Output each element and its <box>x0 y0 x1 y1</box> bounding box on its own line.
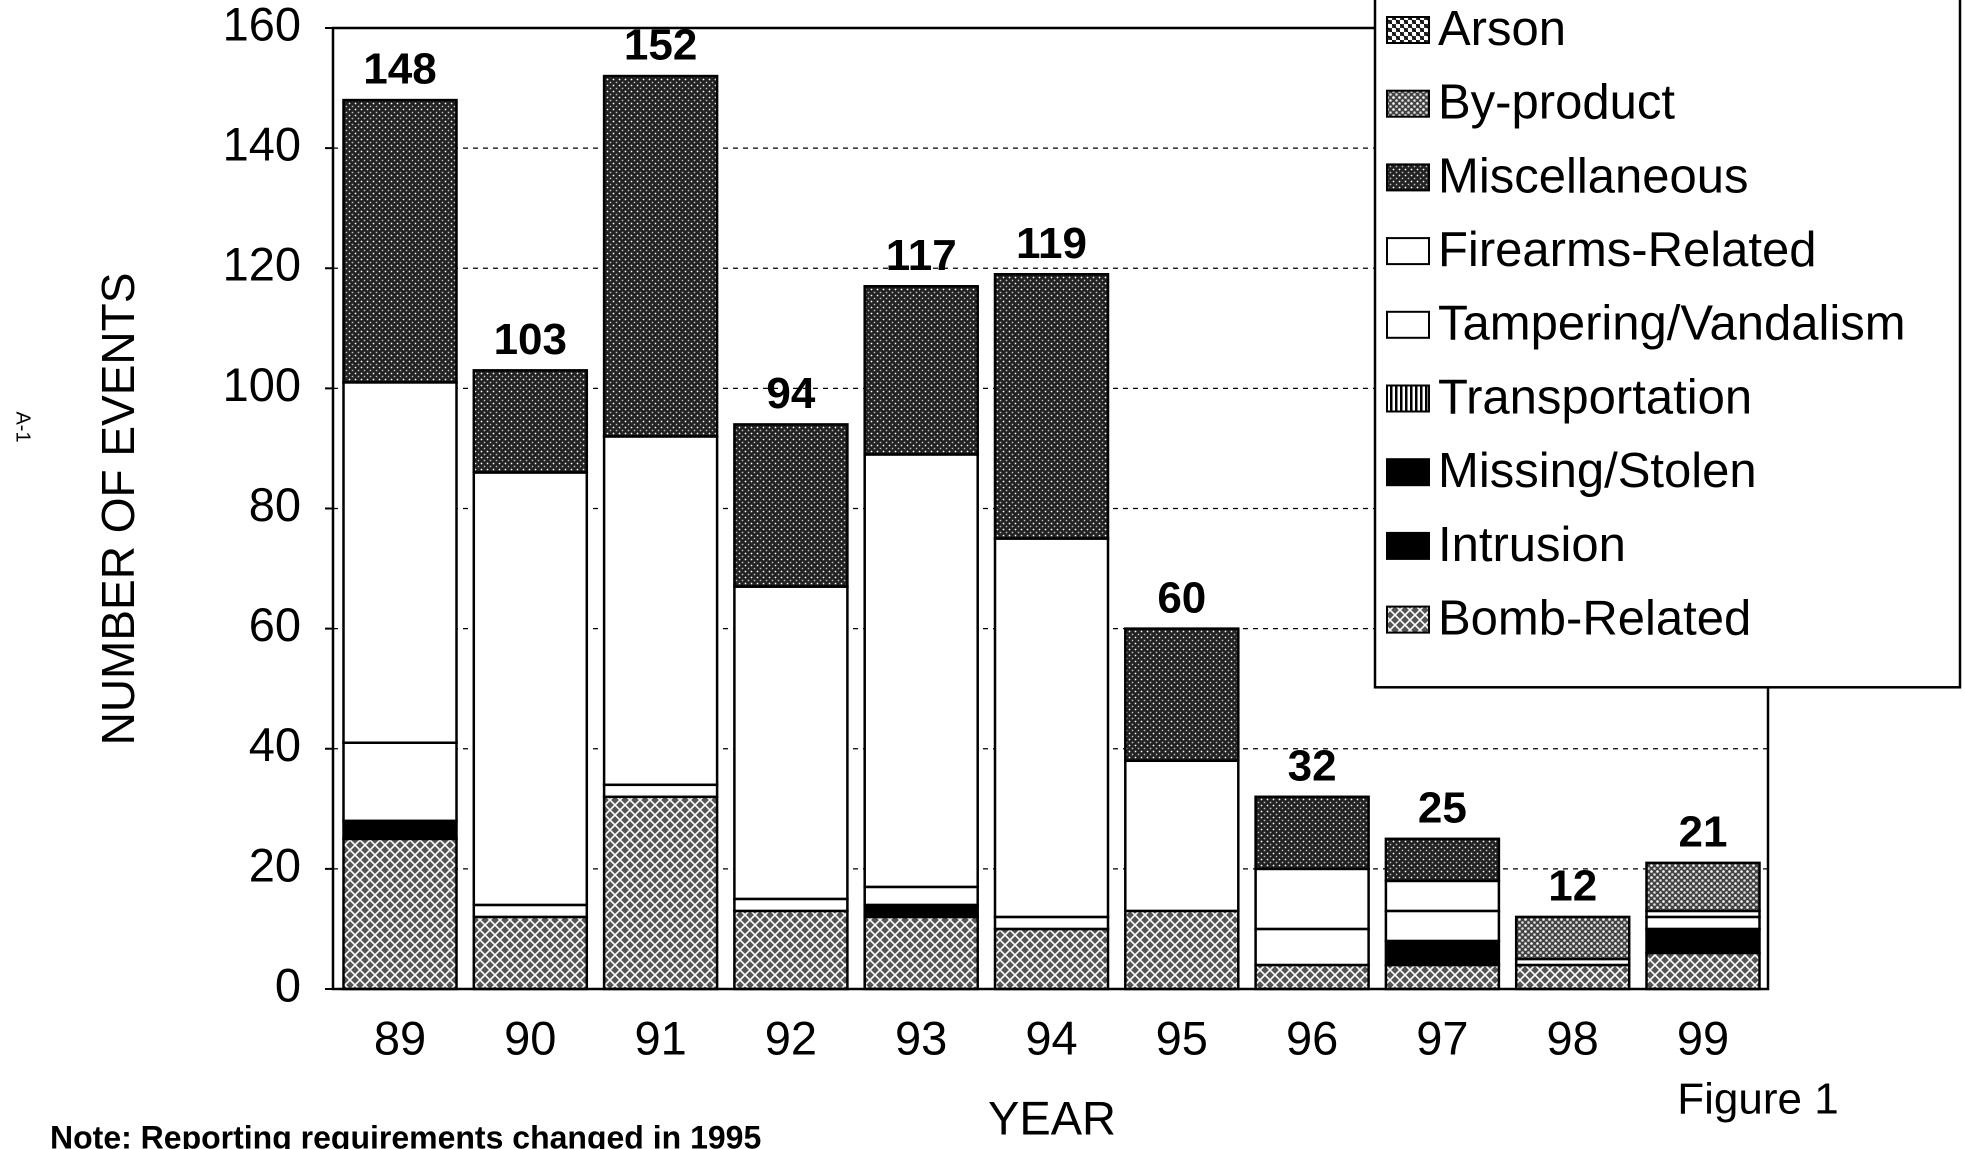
bar-segment <box>342 819 458 841</box>
total-label: 103 <box>494 315 567 364</box>
y-tick-label: 80 <box>249 478 301 531</box>
x-tick-label: 89 <box>374 1011 426 1064</box>
legend-label: By-product <box>1438 76 1675 130</box>
bar-segment <box>1384 879 1501 913</box>
bar-segment <box>993 927 1110 991</box>
bar-segment <box>602 435 719 787</box>
legend-swatch <box>1386 16 1430 44</box>
legend-swatch <box>1386 163 1430 192</box>
y-tick-label: 160 <box>223 0 301 50</box>
legend-swatch <box>1386 310 1430 339</box>
bar-segment <box>1254 795 1370 871</box>
x-tick-label: 90 <box>504 1011 556 1064</box>
bar-segment <box>1514 963 1631 991</box>
legend-label: Arson <box>1438 2 1566 56</box>
bar-segment <box>1384 963 1501 991</box>
bar-segment <box>1124 627 1240 763</box>
y-tick-label: 40 <box>249 718 301 771</box>
x-axis-label: YEAR <box>988 1091 1116 1144</box>
bar-segment <box>342 381 458 744</box>
bar-segment <box>863 285 979 456</box>
bar-segment <box>342 741 458 823</box>
total-label: 12 <box>1548 862 1597 911</box>
legend-label: Intrusion <box>1438 518 1626 572</box>
bar-segment <box>863 885 979 907</box>
bar-segment <box>733 897 849 913</box>
bar-segment <box>993 273 1110 540</box>
bar-segment <box>1254 867 1370 931</box>
bar-segment <box>1124 759 1240 913</box>
bar-segment <box>1254 927 1370 967</box>
bar-segment <box>602 74 719 438</box>
bar-segment <box>472 915 589 991</box>
legend-label: Firearms-Related <box>1438 223 1816 277</box>
y-tick-label: 60 <box>249 598 301 651</box>
total-label: 119 <box>1016 219 1087 268</box>
x-tick-label: 91 <box>634 1011 686 1064</box>
bar-segment <box>1645 927 1761 955</box>
bar-segment <box>733 585 849 901</box>
legend-swatch <box>1386 458 1430 487</box>
legend-label: Tampering/Vandalism <box>1438 297 1906 351</box>
y-tick-label: 120 <box>223 238 301 291</box>
bar-segment <box>993 537 1110 919</box>
bar-segment <box>1645 951 1761 991</box>
figure-label: Figure 1 <box>1677 1075 1838 1124</box>
bar-segment <box>1384 837 1501 883</box>
x-tick-label: 94 <box>1025 1011 1077 1064</box>
total-label: 25 <box>1418 783 1467 832</box>
y-tick-label: 20 <box>249 838 301 891</box>
bar-segment <box>342 837 458 991</box>
bar-segment <box>1645 915 1761 931</box>
total-label: 148 <box>363 45 436 94</box>
bar-segment <box>1124 909 1240 991</box>
total-label: 32 <box>1288 741 1337 790</box>
total-label: 21 <box>1679 807 1728 856</box>
bar-segment <box>472 903 589 919</box>
x-tick-label: 97 <box>1416 1011 1468 1064</box>
x-tick-label: 95 <box>1156 1011 1208 1064</box>
x-tick-label: 99 <box>1677 1011 1729 1064</box>
bar-segment <box>472 369 589 474</box>
bar-segment <box>863 903 979 919</box>
y-axis-label: NUMBER OF EVENTS <box>92 273 144 746</box>
x-tick-label: 93 <box>895 1011 947 1064</box>
legend-swatch <box>1386 89 1430 118</box>
bar-segment <box>602 795 719 991</box>
legend-label: Missing/Stolen <box>1438 444 1757 498</box>
x-tick-label: 98 <box>1547 1011 1599 1064</box>
bar-segment <box>1514 915 1631 961</box>
y-tick-label: 0 <box>275 958 301 1011</box>
bar-segment <box>1645 861 1761 913</box>
bar-segment <box>1254 963 1370 991</box>
legend-swatch <box>1386 384 1430 413</box>
legend-label: Transportation <box>1438 370 1752 424</box>
bar-segment <box>342 98 458 384</box>
bar-segment <box>863 915 979 991</box>
legend-box <box>1373 0 1962 689</box>
x-tick-label: 96 <box>1286 1011 1338 1064</box>
total-label: 94 <box>766 369 815 418</box>
bar-segment <box>602 783 719 799</box>
bar-segment <box>733 423 849 588</box>
legend-swatch <box>1386 531 1430 560</box>
total-label: 117 <box>886 231 957 280</box>
legend-label: Bomb-Related <box>1438 592 1751 646</box>
bar-segment <box>993 915 1110 931</box>
y-tick-label: 100 <box>223 358 301 411</box>
bar-segment <box>472 471 589 907</box>
legend-swatch <box>1386 237 1430 266</box>
page-label: A-1 <box>12 411 34 442</box>
bar-segment <box>863 453 979 889</box>
x-tick-label: 92 <box>765 1011 817 1064</box>
y-tick-label: 140 <box>223 118 301 171</box>
bar-segment <box>1384 909 1501 943</box>
bar-segment <box>1384 939 1501 967</box>
legend-swatch <box>1386 605 1430 634</box>
bar-segment <box>733 909 849 991</box>
legend-label: Miscellaneous <box>1438 149 1749 203</box>
note: Note: Reporting requirements changed in … <box>50 1119 761 1149</box>
total-label: 60 <box>1157 573 1206 622</box>
